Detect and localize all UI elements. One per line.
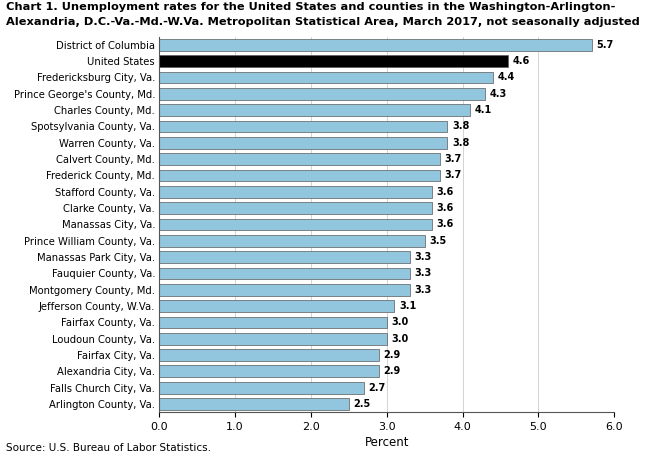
Text: 3.6: 3.6 (437, 203, 454, 213)
Text: 2.5: 2.5 (354, 399, 370, 409)
Bar (159, 251, 410, 263)
Bar (159, 235, 424, 246)
Text: 2.7: 2.7 (369, 383, 386, 393)
Bar (159, 104, 470, 116)
Text: 3.3: 3.3 (414, 285, 432, 295)
Bar (159, 365, 379, 377)
Text: 5.7: 5.7 (596, 40, 614, 50)
Text: 3.0: 3.0 (391, 317, 409, 327)
Text: 2.9: 2.9 (384, 366, 401, 376)
Bar (159, 186, 432, 198)
Bar (159, 137, 447, 149)
Text: 4.4: 4.4 (497, 72, 515, 82)
Bar (159, 88, 486, 100)
Text: 3.3: 3.3 (414, 252, 432, 262)
Text: 4.3: 4.3 (490, 89, 507, 99)
Text: 3.6: 3.6 (437, 187, 454, 197)
Bar (159, 284, 410, 295)
Bar (159, 120, 447, 132)
Bar (159, 316, 387, 328)
Text: Source: U.S. Bureau of Labor Statistics.: Source: U.S. Bureau of Labor Statistics. (6, 443, 211, 453)
Text: 3.0: 3.0 (391, 334, 409, 344)
Text: 2.9: 2.9 (384, 350, 401, 360)
Text: Alexandria, D.C.-Va.-Md.-W.Va. Metropolitan Statistical Area, March 2017, not se: Alexandria, D.C.-Va.-Md.-W.Va. Metropoli… (6, 17, 640, 27)
Bar (159, 300, 395, 312)
Bar (159, 153, 440, 165)
Text: 4.6: 4.6 (513, 56, 530, 66)
Text: Chart 1. Unemployment rates for the United States and counties in the Washington: Chart 1. Unemployment rates for the Unit… (6, 2, 616, 12)
Bar (159, 202, 432, 214)
Bar (159, 398, 349, 410)
Text: 3.7: 3.7 (445, 170, 461, 180)
Text: 3.8: 3.8 (452, 121, 469, 131)
Bar (159, 39, 592, 51)
Bar (159, 55, 508, 67)
Text: 3.3: 3.3 (414, 268, 432, 278)
Text: 3.5: 3.5 (429, 236, 447, 246)
Bar (159, 169, 440, 181)
Bar (159, 267, 410, 279)
Bar (159, 349, 379, 361)
Bar (159, 71, 493, 83)
Text: 3.6: 3.6 (437, 219, 454, 229)
Text: 4.1: 4.1 (474, 105, 492, 115)
Bar (159, 218, 432, 230)
Text: 3.7: 3.7 (445, 154, 461, 164)
Bar (159, 333, 387, 344)
Text: 3.8: 3.8 (452, 138, 469, 148)
Bar (159, 382, 364, 393)
X-axis label: Percent: Percent (365, 436, 409, 449)
Text: 3.1: 3.1 (399, 301, 416, 311)
